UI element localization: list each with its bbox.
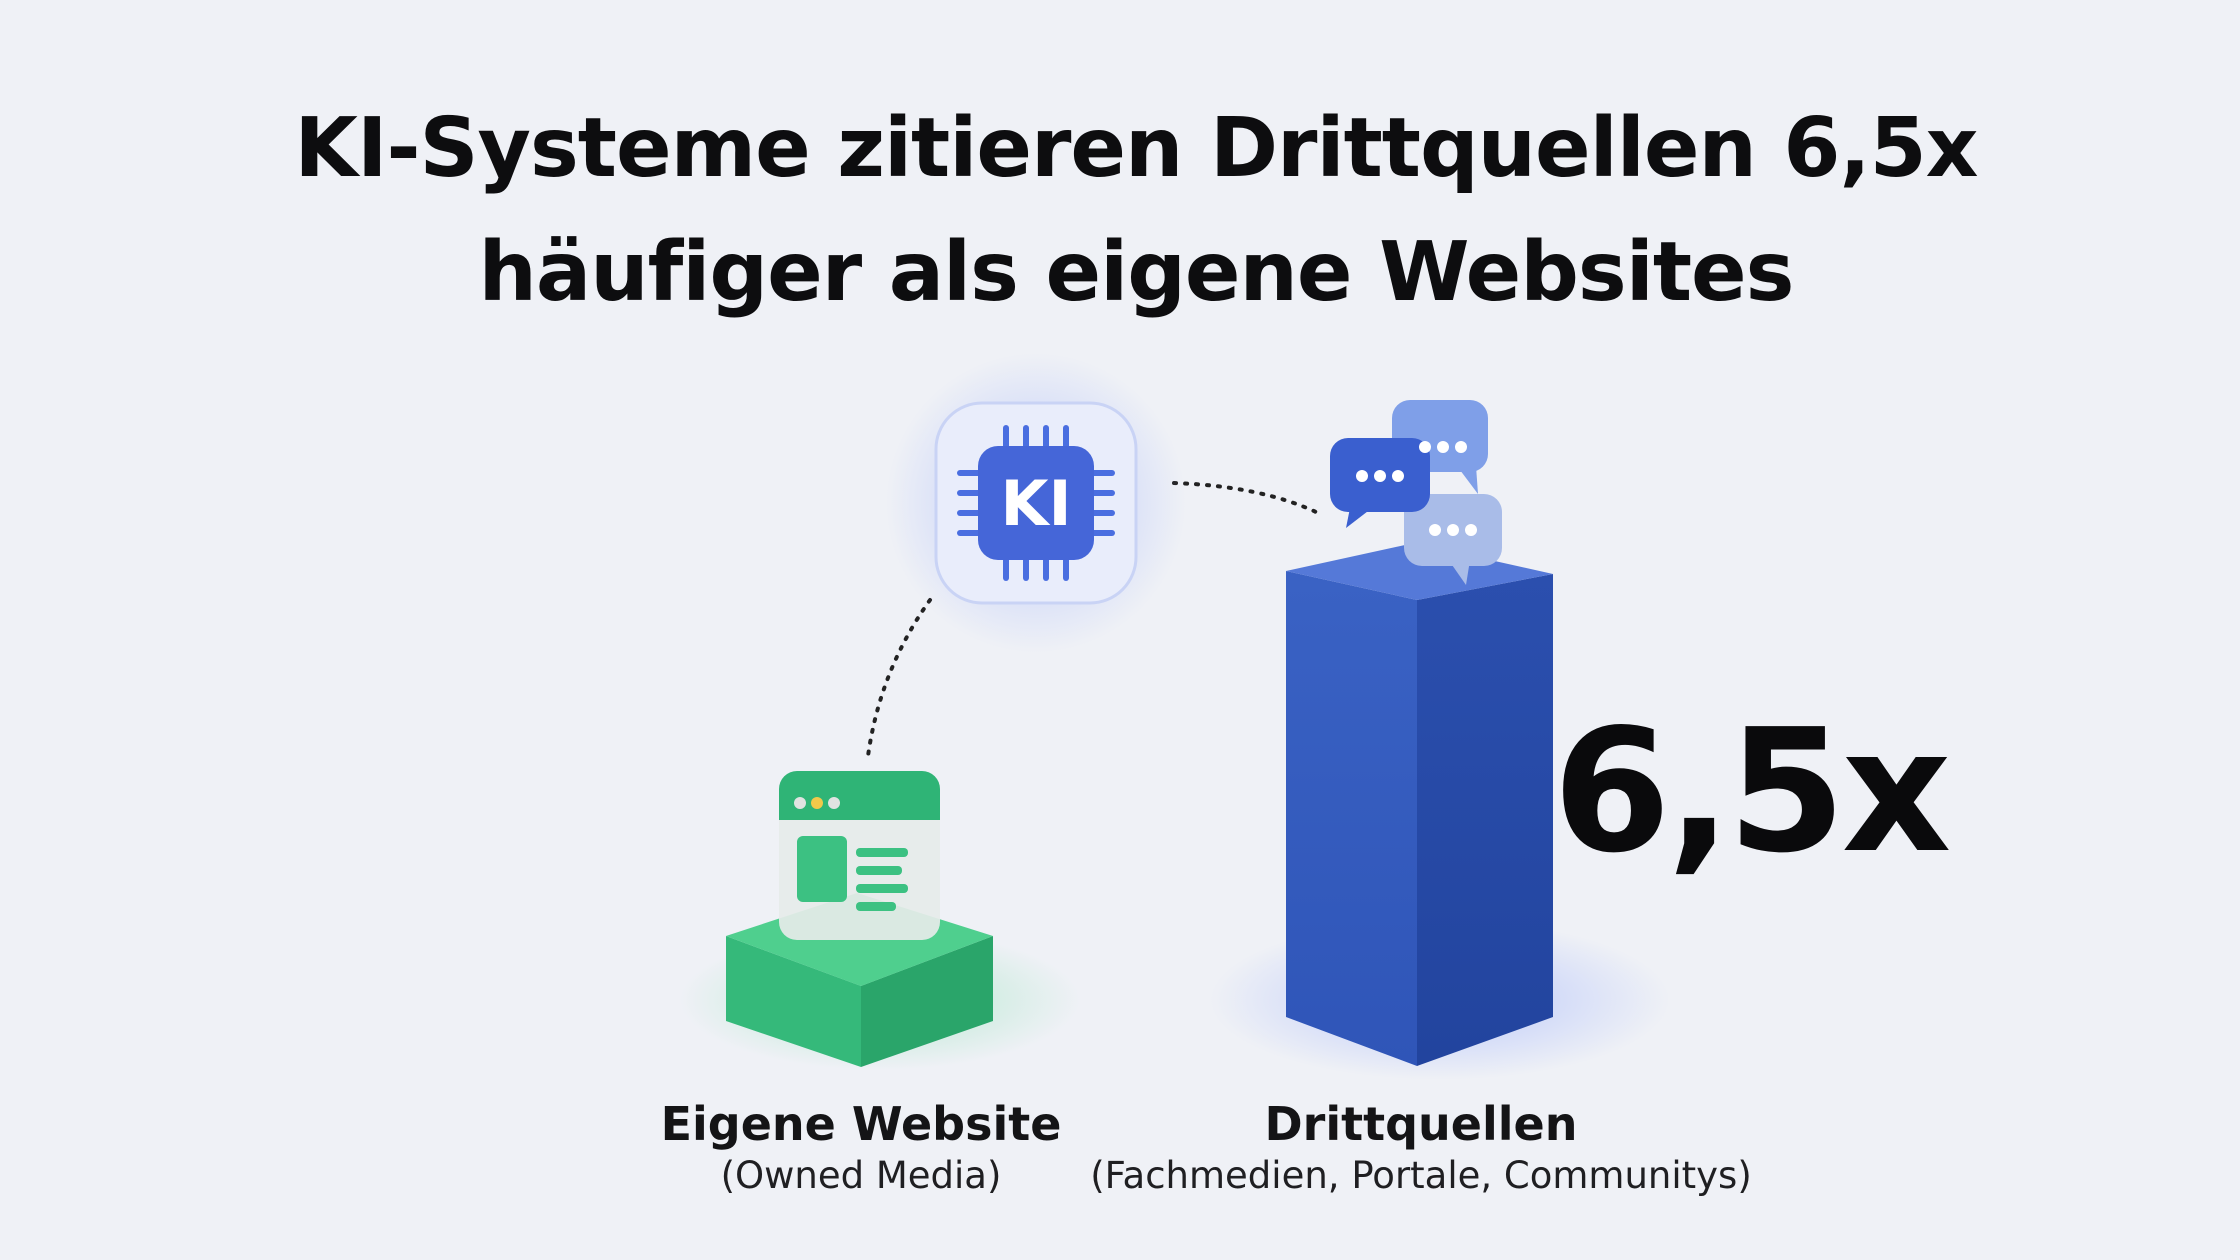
item-label: Drittquellen [1265,1097,1578,1151]
item-label: Eigene Website [661,1097,1062,1151]
item-sublabel: (Fachmedien, Portale, Communitys) [1090,1154,1752,1197]
ki-icon: KI [886,353,1186,653]
icon-label: KI [1000,467,1071,540]
connector [1172,481,1318,514]
speech-bubbles [1330,400,1502,585]
third-party-column [1210,543,1670,1080]
highlight-value: 6,5x [1553,693,1950,891]
item-sublabel: (Owned Media) [721,1154,1002,1197]
connector [866,598,932,758]
title-line: häufiger als eigene Websites [479,225,1794,320]
title-line: KI-Systeme zitieren Drittquellen 6,5x [294,101,1977,196]
owned-block [680,771,1080,1070]
